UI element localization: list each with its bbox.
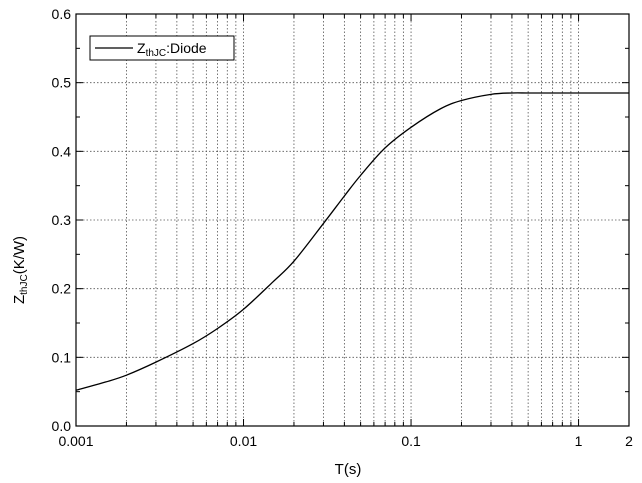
x-axis-title: T(s) (335, 461, 362, 478)
y-tick-labels: 0.0 0.1 0.2 0.3 0.4 0.5 0.6 (52, 6, 72, 434)
x-tick-labels: 0.001 0.01 0.1 1 2 (58, 433, 633, 449)
legend-label-main: Z (137, 40, 146, 56)
y-tick-label: 0.3 (52, 212, 72, 228)
x-tick-label: 0.001 (58, 433, 93, 449)
y-tick-label: 0.1 (52, 349, 72, 365)
x-tick-label: 1 (575, 433, 583, 449)
y-tick-label: 0.0 (52, 418, 72, 434)
axis-ticks (75, 13, 630, 427)
y-axis-title: ZthJC(K/W) (11, 236, 30, 304)
series-line-diode (75, 92, 629, 391)
y-tick-label: 0.5 (52, 75, 72, 91)
y-axis-title-sub: thJC (19, 274, 30, 295)
x-tick-label: 2 (625, 433, 633, 449)
x-tick-label: 0.1 (401, 433, 421, 449)
x-tick-label: 0.01 (230, 433, 257, 449)
legend-label: ZthJC:Diode (137, 40, 207, 59)
y-tick-label: 0.6 (52, 6, 72, 22)
y-tick-label: 0.4 (52, 143, 72, 159)
y-tick-label: 0.2 (52, 281, 72, 297)
legend: ZthJC:Diode (89, 35, 235, 61)
y-axis-title-rest: (K/W) (11, 236, 28, 274)
grid-lines (76, 14, 629, 426)
legend-label-rest: :Diode (166, 40, 207, 56)
y-axis-title-main: Z (11, 295, 28, 304)
series-layer (75, 92, 629, 391)
legend-label-sub: thJC (146, 48, 167, 59)
